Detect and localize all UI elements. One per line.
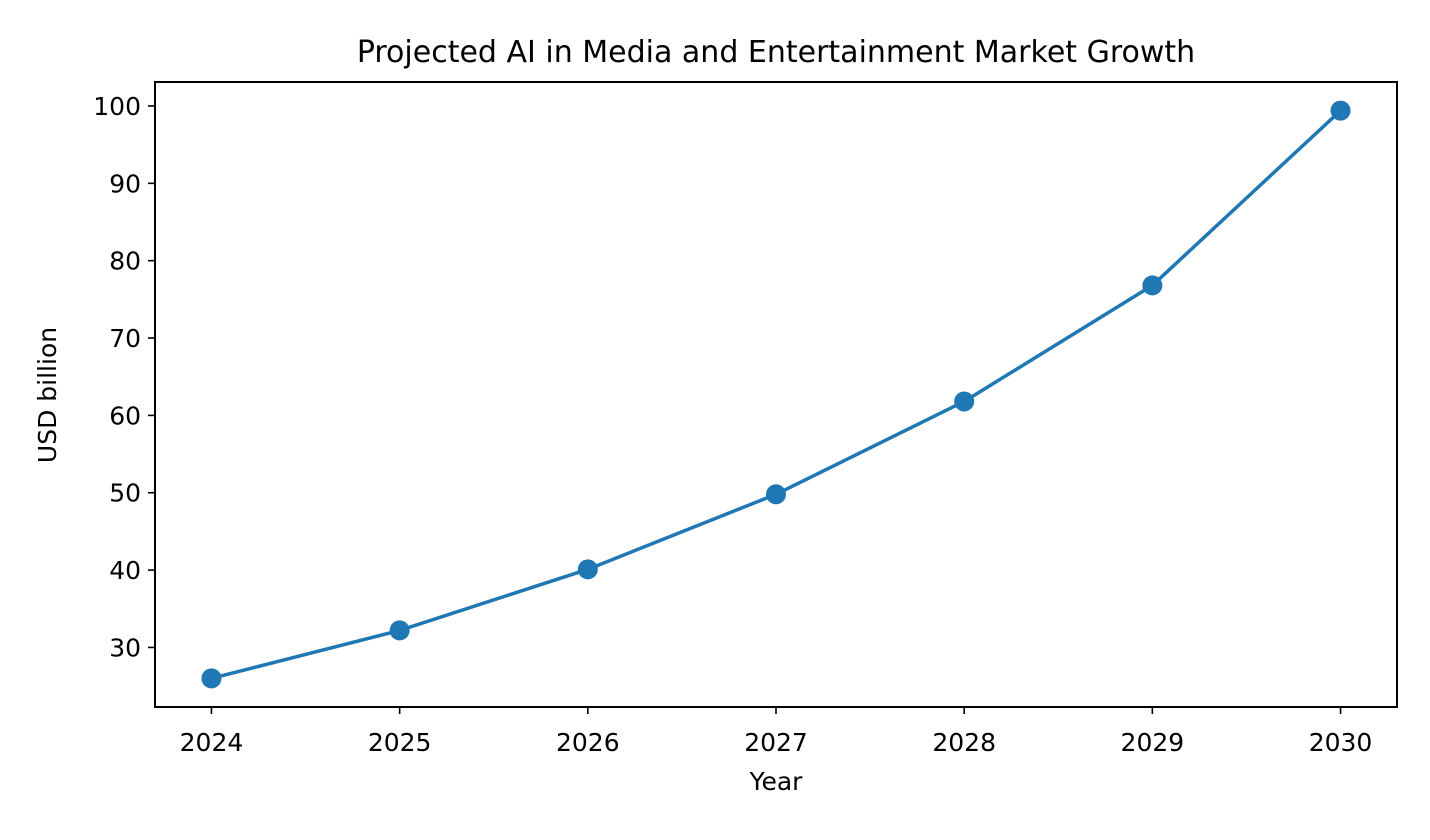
x-axis-ticks: 2024 2025 2026 2027 2028 2029 2030: [180, 707, 1373, 757]
series-layer: [201, 100, 1351, 689]
x-tick-label: 2024: [180, 728, 244, 757]
data-point-2028: [954, 391, 975, 412]
y-axis-ticks: 30 40 50 60 70 80 90 100: [93, 92, 155, 662]
x-tick-label: 2030: [1309, 728, 1373, 757]
x-tick-label: 2028: [932, 728, 996, 757]
y-tick-label: 30: [109, 633, 141, 662]
data-point-2024: [201, 668, 222, 689]
x-tick-label: 2025: [368, 728, 432, 757]
chart-title: Projected AI in Media and Entertainment …: [357, 35, 1195, 70]
data-point-2027: [766, 484, 786, 505]
y-axis-label: USD billion: [33, 327, 62, 463]
y-tick-label: 70: [109, 324, 141, 353]
data-point-2029: [1142, 275, 1163, 296]
y-tick-label: 40: [109, 556, 141, 585]
x-tick-label: 2029: [1121, 728, 1185, 757]
y-tick-label: 80: [109, 247, 141, 276]
x-tick-label: 2026: [556, 728, 620, 757]
data-point-2025: [389, 620, 410, 641]
plot-area-frame: [154, 81, 1398, 708]
series-line: [209, 108, 1344, 681]
data-point-2026: [577, 559, 598, 580]
data-point-2030: [1330, 100, 1351, 121]
y-tick-label: 90: [109, 169, 141, 198]
y-tick-label: 100: [93, 92, 141, 121]
x-axis-label: Year: [749, 767, 804, 796]
y-tick-label: 60: [109, 401, 141, 430]
y-tick-label: 50: [109, 479, 141, 508]
x-tick-label: 2027: [744, 728, 808, 757]
